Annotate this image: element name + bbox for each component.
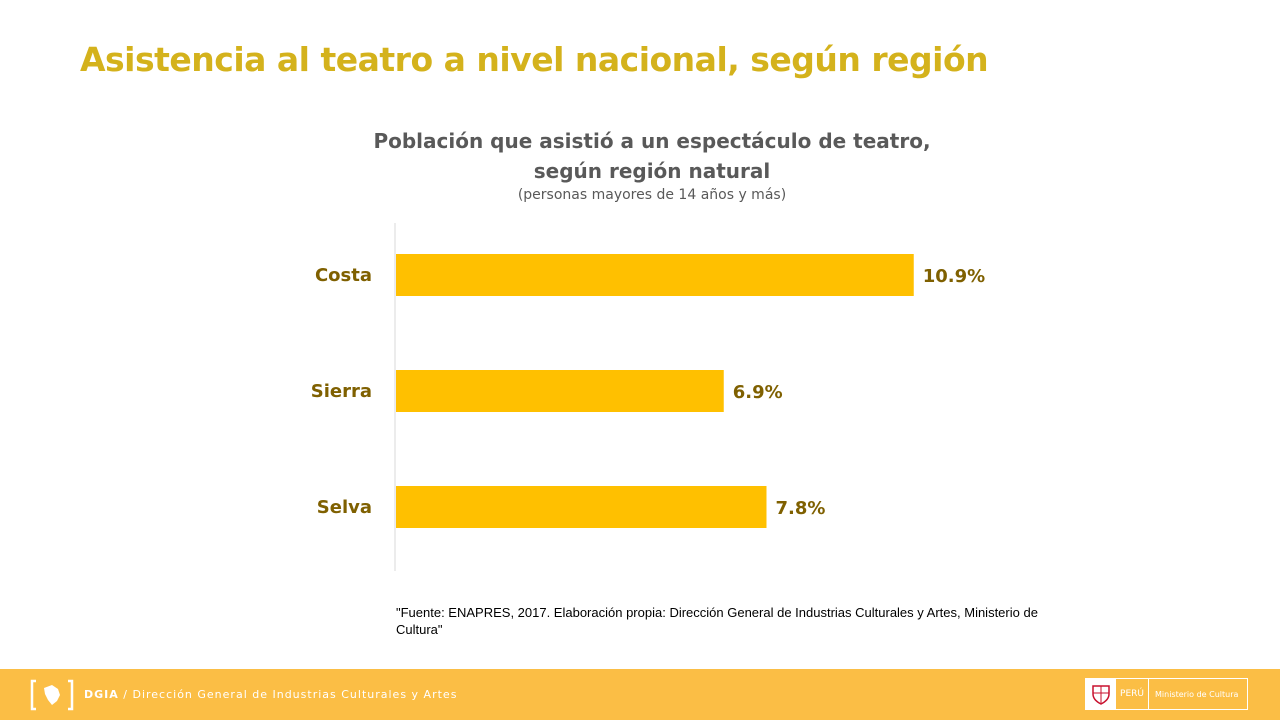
footer-text: DGIA / Dirección General de Industrias C…: [84, 688, 457, 701]
chart-title-line2: según región natural: [533, 159, 771, 183]
footer-org: Dirección General de Industrias Cultural…: [132, 688, 458, 701]
peru-map-logo-icon: [30, 679, 74, 711]
bar-sierra: [396, 370, 724, 412]
value-label-sierra: 6.9%: [733, 382, 783, 403]
badge-country: PERÚ: [1116, 679, 1149, 709]
bar-costa: [396, 254, 914, 296]
chart-title: Población que asistió a un espectáculo d…: [352, 126, 952, 186]
slide-title: Asistencia al teatro a nivel nacional, s…: [80, 40, 989, 79]
category-label-sierra: Sierra: [311, 381, 372, 402]
category-label-costa: Costa: [315, 265, 372, 286]
badge-ministry: Ministerio de Cultura: [1155, 689, 1239, 699]
chart-subtitle: (personas mayores de 14 años y más): [517, 187, 787, 203]
footer-bar: DGIA / Dirección General de Industrias C…: [0, 669, 1280, 720]
source-note: "Fuente: ENAPRES, 2017. Elaboración prop…: [396, 605, 1038, 637]
value-label-selva: 7.8%: [776, 498, 826, 519]
category-label-selva: Selva: [317, 497, 372, 518]
footer-separator: /: [118, 688, 133, 701]
government-badge: PERÚ Ministerio de Cultura: [1085, 678, 1248, 710]
bar-chart: Costa 10.9% Sierra 6.9% Selva 7.8%: [311, 223, 985, 571]
coat-of-arms-icon: [1086, 679, 1116, 709]
value-label-costa: 10.9%: [923, 266, 985, 287]
bar-selva: [396, 486, 767, 528]
footer-acronym: DGIA: [84, 688, 119, 701]
chart-title-line1: Población que asistió a un espectáculo d…: [373, 129, 931, 153]
